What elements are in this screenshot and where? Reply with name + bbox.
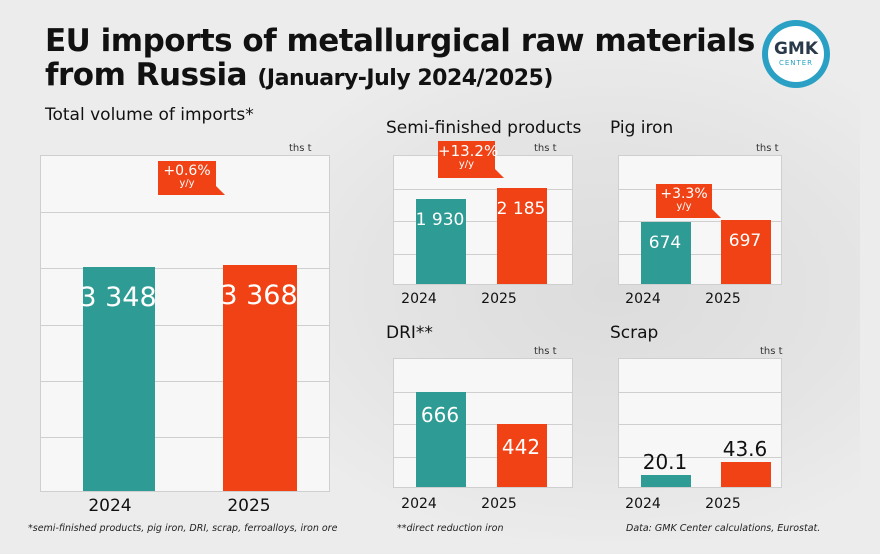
logo-subtext: CENTER: [778, 58, 814, 67]
scrap-title: Scrap: [610, 323, 659, 343]
dri-value-label-2025: 442: [501, 435, 541, 460]
scrap-x-tick-2025: 2025: [705, 496, 741, 512]
dri-gridline: [394, 456, 572, 458]
semi-finished-x-tick-2024: 2024: [401, 291, 437, 307]
pig-iron-gridline: [619, 221, 781, 222]
semi-finished-change-badge: +13.2% y/y: [438, 141, 504, 178]
semi-finished-title: Semi-finished products: [386, 118, 582, 138]
total-volume-value-label-2024: 3 348: [79, 281, 157, 313]
dri-gridline: [394, 391, 572, 393]
pig-iron-change-pct: +3.3%: [660, 186, 708, 202]
total-volume-value-label-2025: 3 368: [220, 280, 298, 312]
total-volume-unit-label: ths t: [289, 143, 312, 154]
total-volume-x-tick-2024: 2024: [88, 496, 132, 516]
dri-title: DRI**: [386, 323, 433, 343]
scrap-bar-2024: [641, 475, 691, 487]
dri-gridline: [394, 424, 572, 425]
total-volume-gridline: [41, 268, 329, 270]
semi-finished-value-label-2024: 1 930: [415, 209, 465, 230]
dri-bar-2024: [416, 392, 466, 487]
pig-iron-x-tick-2024: 2024: [625, 291, 661, 307]
pig-iron-x-tick-2025: 2025: [705, 291, 741, 307]
semi-finished-gridline: [394, 253, 572, 255]
total-volume-x-tick-2025: 2025: [227, 496, 271, 516]
total-volume-gridline: [41, 380, 329, 382]
total-volume-gridline: [41, 436, 329, 438]
scrap-plot-area: [618, 358, 782, 488]
title-period: (January-July 2024/2025): [257, 66, 553, 91]
scrap-value-label-2025: 43.6: [722, 436, 768, 461]
total-volume-gridline: [41, 324, 329, 326]
footnote-source: Data: GMK Center calculations, Eurostat.: [626, 523, 821, 534]
pig-iron-change-badge: +3.3% y/y: [656, 184, 721, 218]
total-volume-bar-2025: [223, 265, 297, 491]
scrap-unit-label: ths t: [760, 346, 783, 357]
total-volume-change-pct: +0.6%: [163, 163, 211, 179]
pig-iron-bar-2025: [721, 220, 771, 284]
semi-finished-bar-2025: [497, 187, 547, 284]
semi-finished-x-tick-2025: 2025: [481, 291, 517, 307]
pig-iron-change-label: y/y: [676, 200, 692, 212]
total-volume-change-label: y/y: [179, 177, 195, 189]
logo-text: GMK: [773, 38, 819, 59]
scrap-x-tick-2024: 2024: [625, 496, 661, 512]
footnote-imports: *semi-finished products, pig iron, DRI, …: [28, 523, 338, 534]
total-volume-title: Total volume of imports*: [45, 105, 254, 125]
total-volume-plot-area: [40, 155, 330, 492]
semi-finished-gridline: [394, 188, 572, 190]
scrap-gridline: [619, 424, 781, 425]
dri-plot-area: [393, 358, 573, 488]
scrap-value-label-2024: 20.1: [642, 450, 688, 475]
pig-iron-bar-2024: [641, 222, 691, 284]
scrap-gridline: [619, 391, 781, 393]
dri-x-tick-2025: 2025: [481, 496, 517, 512]
title-line-2: from Russia: [45, 57, 248, 93]
dri-value-label-2024: 666: [420, 403, 460, 428]
semi-finished-change-label: y/y: [458, 158, 475, 170]
scrap-gridline: [619, 456, 781, 458]
dri-x-tick-2024: 2024: [401, 496, 437, 512]
chart-title: EU imports of metallurgical raw material…: [45, 24, 755, 96]
gmk-center-logo: GMK CENTER: [762, 20, 830, 88]
footnote-dri: **direct reduction iron: [397, 523, 504, 534]
pig-iron-title: Pig iron: [610, 118, 674, 138]
pig-iron-gridline: [619, 253, 781, 255]
pig-iron-unit-label: ths t: [756, 143, 779, 154]
semi-finished-bar-2024: [416, 198, 466, 284]
dri-bar-2025: [497, 424, 547, 487]
semi-finished-gridline: [394, 221, 572, 222]
pig-iron-value-label-2025: 697: [728, 231, 762, 252]
semi-finished-change-pct: +13.2%: [438, 142, 499, 160]
pig-iron-plot-area: [618, 155, 782, 285]
title-line-1: EU imports of metallurgical raw material…: [45, 23, 755, 59]
scrap-bar-2025: [721, 461, 771, 487]
total-volume-gridline: [41, 212, 329, 214]
pig-iron-value-label-2024: 674: [648, 233, 682, 254]
total-volume-change-badge: +0.6% y/y: [158, 161, 225, 195]
total-volume-bar-2024: [83, 266, 155, 491]
dri-unit-label: ths t: [534, 346, 557, 357]
semi-finished-unit-label: ths t: [534, 143, 557, 154]
semi-finished-value-label-2025: 2 185: [496, 198, 546, 219]
